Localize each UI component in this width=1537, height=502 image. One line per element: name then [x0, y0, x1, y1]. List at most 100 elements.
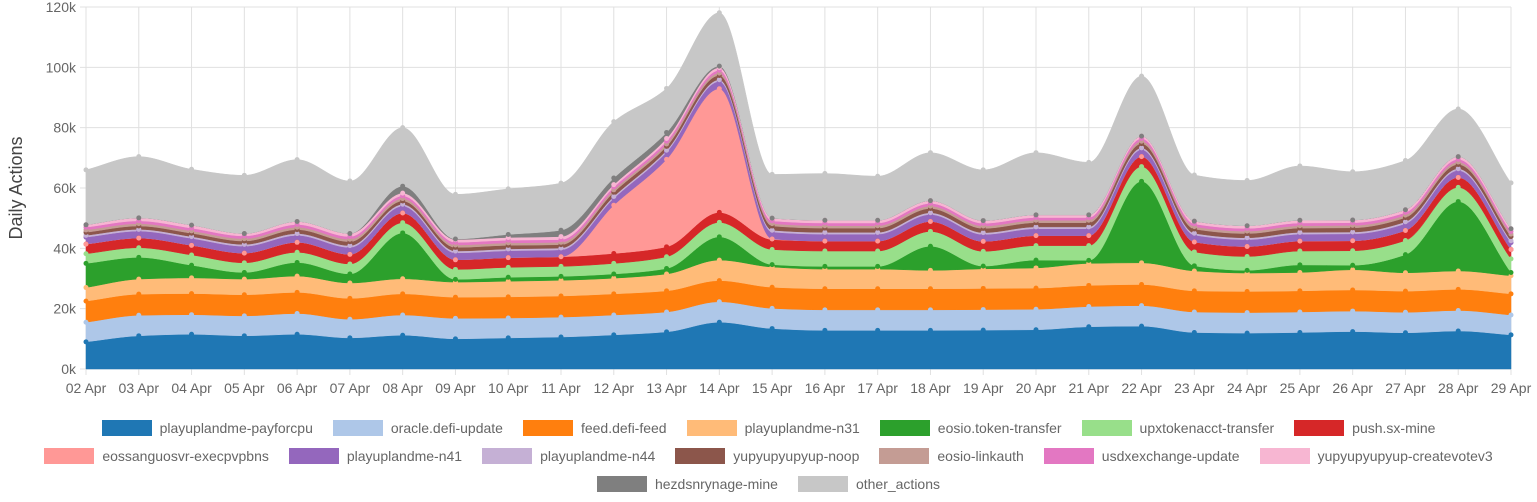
point-feed.defi-feed[interactable] — [452, 294, 458, 300]
point-playuplandme-n31[interactable] — [664, 271, 670, 277]
point-eossanguosvr-execpvpbns[interactable] — [1191, 239, 1197, 245]
point-oracle.defi-update[interactable] — [1297, 309, 1303, 315]
point-oracle.defi-update[interactable] — [664, 309, 670, 315]
point-playuplandme-n31[interactable] — [611, 275, 617, 281]
point-upxtokenacct-transfer[interactable] — [452, 266, 458, 272]
point-playuplandme-payforcpu[interactable] — [505, 335, 511, 341]
point-other_actions[interactable] — [927, 150, 933, 156]
point-other_actions[interactable] — [241, 172, 247, 178]
point-other_actions[interactable] — [611, 119, 617, 125]
point-hezdsnrynage-mine[interactable] — [1297, 217, 1303, 223]
point-other_actions[interactable] — [1244, 177, 1250, 183]
point-oracle.defi-update[interactable] — [1402, 309, 1408, 315]
point-playuplandme-payforcpu[interactable] — [347, 335, 353, 341]
point-playuplandme-n31[interactable] — [1191, 268, 1197, 274]
point-upxtokenacct-transfer[interactable] — [347, 261, 353, 267]
point-yupyupyupyup-createvotev3[interactable] — [611, 182, 617, 188]
point-upxtokenacct-transfer[interactable] — [1244, 253, 1250, 259]
point-feed.defi-feed[interactable] — [1350, 287, 1356, 293]
point-hezdsnrynage-mine[interactable] — [875, 217, 881, 223]
legend-item-other_actions[interactable]: other_actions — [797, 470, 940, 498]
point-playuplandme-n31[interactable] — [927, 267, 933, 273]
point-upxtokenacct-transfer[interactable] — [1086, 243, 1092, 249]
point-oracle.defi-update[interactable] — [1455, 307, 1461, 313]
point-eosio.token-transfer[interactable] — [611, 271, 617, 277]
point-playuplandme-n44[interactable] — [1139, 145, 1145, 151]
point-playuplandme-payforcpu[interactable] — [716, 319, 722, 325]
legend-item-playuplandme-n44[interactable]: playuplandme-n44 — [482, 442, 655, 470]
point-upxtokenacct-transfer[interactable] — [136, 245, 142, 251]
point-push.sx-mine[interactable] — [664, 244, 670, 250]
point-oracle.defi-update[interactable] — [1191, 309, 1197, 315]
point-hezdsnrynage-mine[interactable] — [611, 175, 617, 181]
point-push.sx-mine[interactable] — [611, 250, 617, 256]
point-playuplandme-n44[interactable] — [1508, 238, 1514, 244]
point-upxtokenacct-transfer[interactable] — [1402, 237, 1408, 243]
point-other_actions[interactable] — [716, 10, 722, 16]
point-upxtokenacct-transfer[interactable] — [980, 248, 986, 254]
point-upxtokenacct-transfer[interactable] — [241, 260, 247, 266]
point-other_actions[interactable] — [189, 166, 195, 172]
point-eosio.token-transfer[interactable] — [769, 262, 775, 268]
legend-item-yupyupyupyup-createvotev3[interactable]: yupyupyupyup-createvotev3 — [1259, 442, 1493, 470]
point-feed.defi-feed[interactable] — [400, 291, 406, 297]
area-other_actions[interactable] — [85, 12, 1512, 240]
legend-item-oracle.defi-update[interactable]: oracle.defi-update — [332, 414, 503, 442]
point-eossanguosvr-execpvpbns[interactable] — [927, 218, 933, 224]
point-upxtokenacct-transfer[interactable] — [664, 254, 670, 260]
point-upxtokenacct-transfer[interactable] — [1033, 243, 1039, 249]
point-hezdsnrynage-mine[interactable] — [347, 231, 353, 237]
point-playuplandme-n31[interactable] — [241, 276, 247, 282]
point-upxtokenacct-transfer[interactable] — [927, 228, 933, 234]
point-yupyupyupyup-createvotev3[interactable] — [664, 136, 670, 142]
point-eossanguosvr-execpvpbns[interactable] — [189, 242, 195, 248]
point-eossanguosvr-execpvpbns[interactable] — [1402, 228, 1408, 234]
point-eosio.token-transfer[interactable] — [505, 274, 511, 280]
point-hezdsnrynage-mine[interactable] — [83, 222, 89, 228]
point-playuplandme-n31[interactable] — [716, 257, 722, 263]
point-feed.defi-feed[interactable] — [769, 284, 775, 290]
point-other_actions[interactable] — [505, 186, 511, 192]
point-eossanguosvr-execpvpbns[interactable] — [875, 238, 881, 244]
point-hezdsnrynage-mine[interactable] — [1086, 212, 1092, 218]
point-upxtokenacct-transfer[interactable] — [611, 260, 617, 266]
legend-item-eosio.token-transfer[interactable]: eosio.token-transfer — [879, 414, 1062, 442]
point-playuplandme-payforcpu[interactable] — [241, 333, 247, 339]
point-eossanguosvr-execpvpbns[interactable] — [1455, 174, 1461, 180]
point-playuplandme-n31[interactable] — [1402, 270, 1408, 276]
point-feed.defi-feed[interactable] — [1191, 288, 1197, 294]
point-playuplandme-payforcpu[interactable] — [136, 333, 142, 339]
point-feed.defi-feed[interactable] — [980, 285, 986, 291]
point-other_actions[interactable] — [875, 173, 881, 179]
point-playuplandme-payforcpu[interactable] — [1297, 329, 1303, 335]
point-hezdsnrynage-mine[interactable] — [294, 218, 300, 224]
point-oracle.defi-update[interactable] — [505, 315, 511, 321]
point-yupyupyupyup-createvotev3[interactable] — [400, 190, 406, 196]
point-playuplandme-payforcpu[interactable] — [875, 327, 881, 333]
point-playuplandme-n44[interactable] — [1033, 224, 1039, 230]
point-eossanguosvr-execpvpbns[interactable] — [664, 156, 670, 162]
point-playuplandme-payforcpu[interactable] — [294, 331, 300, 337]
point-oracle.defi-update[interactable] — [1508, 312, 1514, 318]
legend-item-playuplandme-payforcpu[interactable]: playuplandme-payforcpu — [101, 414, 313, 442]
point-hezdsnrynage-mine[interactable] — [1033, 212, 1039, 218]
point-eossanguosvr-execpvpbns[interactable] — [241, 250, 247, 256]
point-oracle.defi-update[interactable] — [347, 316, 353, 322]
point-hezdsnrynage-mine[interactable] — [1244, 223, 1250, 229]
point-oracle.defi-update[interactable] — [716, 299, 722, 305]
point-upxtokenacct-transfer[interactable] — [1191, 249, 1197, 255]
point-playuplandme-payforcpu[interactable] — [558, 334, 564, 340]
point-feed.defi-feed[interactable] — [1033, 285, 1039, 291]
point-feed.defi-feed[interactable] — [189, 291, 195, 297]
point-oracle.defi-update[interactable] — [1033, 306, 1039, 312]
point-playuplandme-payforcpu[interactable] — [189, 331, 195, 337]
point-eosio.token-transfer[interactable] — [1191, 263, 1197, 269]
point-playuplandme-n31[interactable] — [1455, 268, 1461, 274]
point-playuplandme-n44[interactable] — [611, 193, 617, 199]
point-oracle.defi-update[interactable] — [1086, 304, 1092, 310]
legend-item-playuplandme-n31[interactable]: playuplandme-n31 — [686, 414, 860, 442]
point-feed.defi-feed[interactable] — [1508, 291, 1514, 297]
point-playuplandme-n44[interactable] — [1086, 224, 1092, 230]
point-playuplandme-n31[interactable] — [1033, 265, 1039, 271]
point-playuplandme-n31[interactable] — [400, 276, 406, 282]
